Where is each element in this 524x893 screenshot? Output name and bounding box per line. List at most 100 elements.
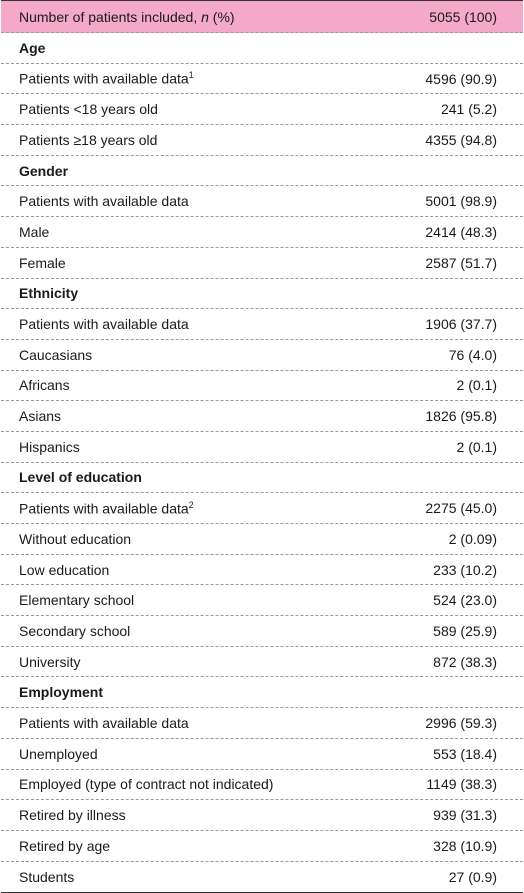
row-value: 2 (0.09) xyxy=(448,530,497,547)
row-label: Africans xyxy=(19,377,70,394)
row-label: Female xyxy=(19,254,66,271)
row-value: 524 (23.0) xyxy=(433,592,497,609)
row-label-cell: Patients with available data xyxy=(19,715,189,731)
row-label-cell: Patients <18 years old xyxy=(19,101,158,117)
row-label: University xyxy=(19,653,81,670)
row-label: Retired by illness xyxy=(19,807,126,824)
row-label: Without education xyxy=(19,530,132,547)
header-row: Number of patients included, n (%) 5055 … xyxy=(1,1,523,33)
row-label: Hispanics xyxy=(19,438,80,455)
section-row: Ethnicity xyxy=(1,279,523,310)
row-value: 76 (4.0) xyxy=(448,346,497,363)
row-label-cell: Patients with available data xyxy=(19,316,189,332)
row-value: 2996 (59.3) xyxy=(425,714,497,731)
table-row: Female 2587 (51.7) xyxy=(1,248,523,279)
section-title: Level of education xyxy=(19,469,142,486)
row-value: 233 (10.2) xyxy=(433,561,497,578)
footnote-mark: 2 xyxy=(188,499,194,510)
row-label-cell: Male xyxy=(19,224,49,240)
section-row: Gender xyxy=(1,156,523,187)
row-label-cell: Patients with available data xyxy=(19,193,189,209)
row-label-cell: University xyxy=(19,654,80,670)
row-value: 2 (0.1) xyxy=(456,438,497,455)
header-label: Number of patients included, n (%) xyxy=(19,9,235,25)
table-row: Patients with available data 1906 (37.7) xyxy=(1,309,523,340)
row-label-cell: Female xyxy=(19,255,66,271)
row-value: 2275 (45.0) xyxy=(425,500,497,517)
row-label-cell: Students xyxy=(19,869,74,885)
row-value: 27 (0.9) xyxy=(448,868,497,885)
row-value: 328 (10.9) xyxy=(433,837,497,854)
row-label: Patients with available data xyxy=(19,193,189,210)
table-row: University 872 (38.3) xyxy=(1,647,523,678)
header-label-unit: (%) xyxy=(212,8,235,25)
row-label-cell: Elementary school xyxy=(19,592,134,608)
row-value: 5001 (98.9) xyxy=(425,193,497,210)
table-row: Retired by age 328 (10.9) xyxy=(1,831,523,862)
row-label-cell: Retired by illness xyxy=(19,807,126,823)
table-row: Patients with available data 5001 (98.9) xyxy=(1,186,523,218)
header-label-text: Number of patients included, xyxy=(19,8,198,25)
row-value: 589 (25.9) xyxy=(433,622,497,639)
row-label-cell: Unemployed xyxy=(19,746,98,762)
row-value: 2587 (51.7) xyxy=(425,254,497,271)
row-label: Male xyxy=(19,223,50,240)
row-label-cell: Low education xyxy=(19,562,109,578)
row-label: Students xyxy=(19,868,75,885)
table-row: Patients with available data1 4596 (90.9) xyxy=(1,64,523,95)
table-row: Patients <18 years old 241 (5.2) xyxy=(1,94,523,126)
row-label-cell: Asians xyxy=(19,408,61,424)
footnote-mark: 1 xyxy=(188,70,194,81)
row-label: Asians xyxy=(19,408,62,425)
section-row: Level of education xyxy=(1,463,523,494)
row-label: Patients <18 years old xyxy=(19,101,158,118)
row-label: Unemployed xyxy=(19,745,98,762)
table-row: Hispanics 2 (0.1) xyxy=(1,432,523,463)
row-label-cell: Patients with available data1 xyxy=(19,70,194,87)
row-value: 4596 (90.9) xyxy=(425,70,497,87)
row-value: 4355 (94.8) xyxy=(425,131,497,148)
section-title: Ethnicity xyxy=(19,285,79,302)
table-row: Africans 2 (0.1) xyxy=(1,371,523,402)
row-value: 241 (5.2) xyxy=(440,101,497,118)
row-label-cell: Without education xyxy=(19,531,131,547)
row-label: Patients with available data xyxy=(19,316,189,333)
section-title: Employment xyxy=(19,684,104,701)
row-label: Employed (type of contract not indicated… xyxy=(19,776,274,793)
row-label-cell: Employed (type of contract not indicated… xyxy=(19,776,273,792)
table-row: Patients with available data2 2275 (45.0) xyxy=(1,493,523,524)
table-row: Students 27 (0.9) xyxy=(1,862,523,893)
table-row: Caucasians 76 (4.0) xyxy=(1,340,523,371)
row-value: 553 (18.4) xyxy=(433,745,497,762)
row-value: 939 (31.3) xyxy=(433,807,497,824)
table-row: Elementary school 524 (23.0) xyxy=(1,585,523,617)
row-label: Patients ≥18 years old xyxy=(19,131,158,148)
row-value: 2 (0.1) xyxy=(456,377,497,394)
row-label-cell: Patients with available data2 xyxy=(19,500,194,517)
section-row: Employment xyxy=(1,677,523,709)
section-title: Gender xyxy=(19,162,69,179)
row-label-cell: Patients ≥18 years old xyxy=(19,132,157,148)
row-value: 2414 (48.3) xyxy=(425,223,497,240)
row-label: Patients with available data xyxy=(19,500,189,517)
table-row: Retired by illness 939 (31.3) xyxy=(1,800,523,831)
table-row: Without education 2 (0.09) xyxy=(1,524,523,555)
row-label: Patients with available data xyxy=(19,70,189,87)
table-row: Employed (type of contract not indicated… xyxy=(1,770,523,801)
row-label: Elementary school xyxy=(19,592,135,609)
row-value: 1149 (38.3) xyxy=(426,776,497,793)
table-row: Male 2414 (48.3) xyxy=(1,217,523,248)
row-value: 1906 (37.7) xyxy=(425,316,497,333)
table-row: Asians 1826 (95.8) xyxy=(1,401,523,432)
row-label: Patients with available data xyxy=(19,714,189,731)
table-row: Low education 233 (10.2) xyxy=(1,555,523,586)
section-title: Age xyxy=(19,39,46,56)
row-value: 872 (38.3) xyxy=(433,653,497,670)
table-row: Unemployed 553 (18.4) xyxy=(1,739,523,770)
table-row: Secondary school 589 (25.9) xyxy=(1,616,523,647)
row-label-cell: Caucasians xyxy=(19,347,92,363)
table-row: Patients with available data 2996 (59.3) xyxy=(1,708,523,739)
row-label-cell: Retired by age xyxy=(19,838,110,854)
header-value: 5055 (100) xyxy=(429,8,497,25)
